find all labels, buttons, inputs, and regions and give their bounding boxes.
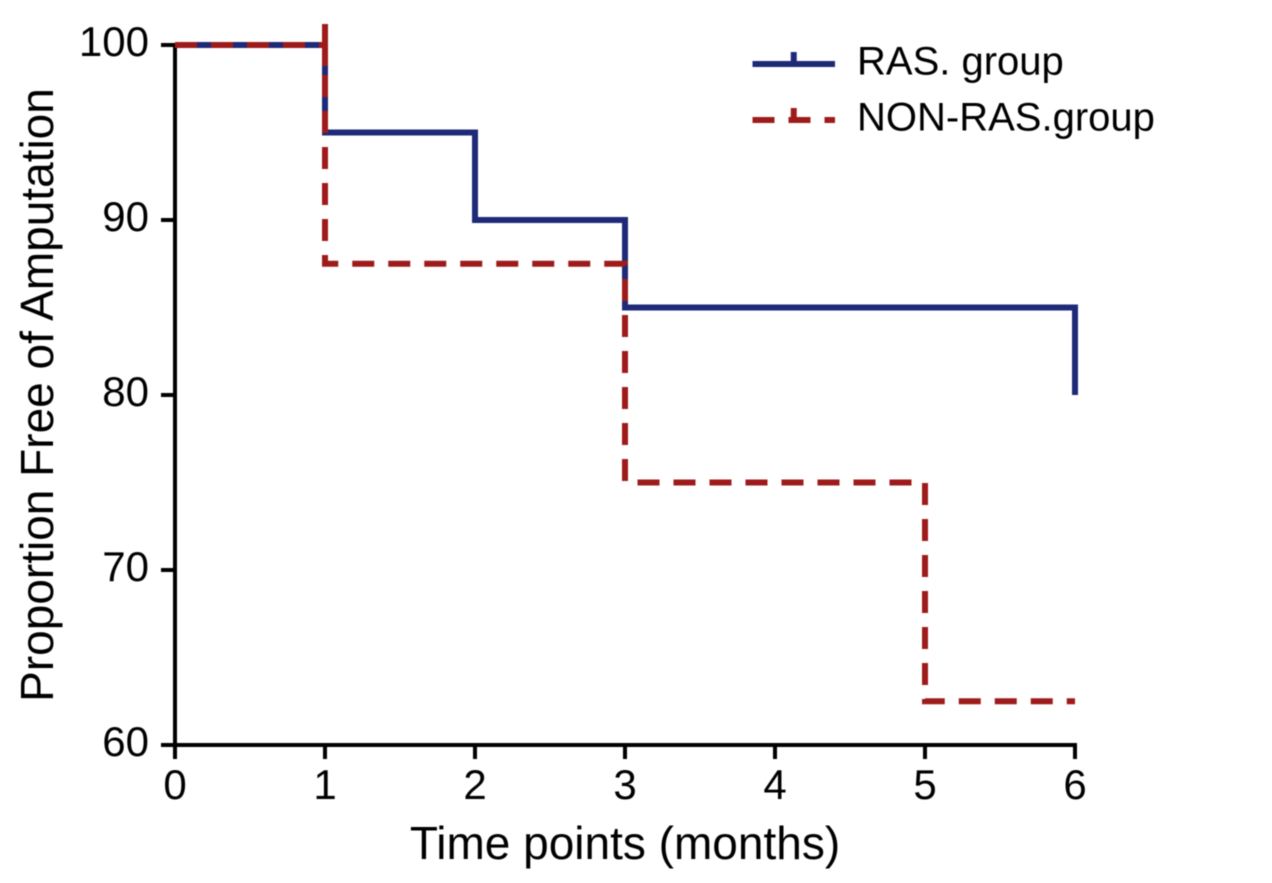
x-tick-label: 0: [163, 761, 186, 808]
y-tick-label: 60: [102, 718, 149, 765]
x-tick-label: 1: [313, 761, 336, 808]
y-tick-label: 100: [79, 18, 149, 65]
x-tick-label: 6: [1063, 761, 1086, 808]
chart-container: 60 70 80 90 100 0 1 2 3 4 5 6 Time points (months) Pr…: [0, 0, 1272, 883]
x-tick-label: 3: [613, 761, 636, 808]
legend-label-nonras: NON-RAS.group: [857, 96, 1155, 140]
y-tick-label: 80: [102, 368, 149, 415]
x-axis-title: Time points (months): [410, 817, 840, 869]
y-tick-label: 90: [102, 193, 149, 240]
km-chart: 60 70 80 90 100 0 1 2 3 4 5 6 Time points (months) Pr…: [0, 0, 1272, 883]
x-tick-label: 2: [463, 761, 486, 808]
legend-label-ras: RAS. group: [857, 40, 1064, 84]
x-tick-label: 4: [763, 761, 786, 808]
y-axis-title: Proportion Free of Amputation: [11, 88, 63, 702]
x-tick-label: 5: [913, 761, 936, 808]
y-tick-label: 70: [102, 543, 149, 590]
